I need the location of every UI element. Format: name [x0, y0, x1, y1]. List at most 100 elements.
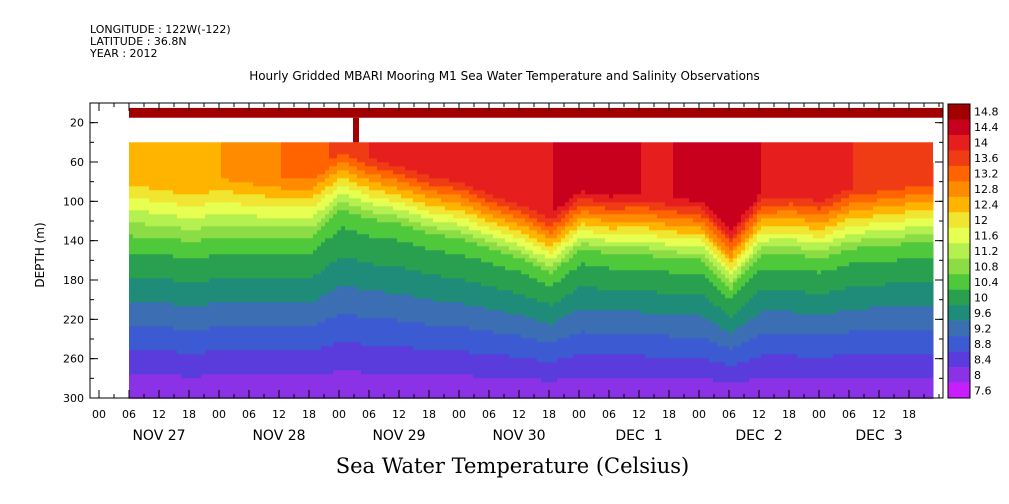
heatmap-cell	[233, 242, 238, 247]
heatmap-cell	[381, 394, 386, 399]
heatmap-cell	[409, 186, 414, 191]
heatmap-cell	[293, 266, 298, 271]
heatmap-cell	[313, 270, 318, 275]
heatmap-cell	[365, 226, 370, 231]
heatmap-cell	[389, 222, 394, 227]
heatmap-cell	[193, 386, 198, 391]
heatmap-cell	[337, 298, 342, 303]
heatmap-cell	[353, 318, 358, 323]
heatmap-cell	[257, 262, 262, 267]
heatmap-cell	[429, 174, 434, 179]
heatmap-cell	[161, 274, 166, 279]
heatmap-cell	[177, 178, 182, 183]
heatmap-cell	[321, 310, 326, 315]
heatmap-cell	[253, 334, 258, 339]
heatmap-cell	[309, 342, 314, 347]
heatmap-cell	[273, 158, 278, 163]
heatmap-cell	[229, 318, 234, 323]
heatmap-cell	[233, 310, 238, 315]
heatmap-cell	[241, 266, 246, 271]
heatmap-cell	[297, 270, 302, 275]
heatmap-cell	[309, 206, 314, 211]
heatmap-cell	[209, 282, 214, 287]
heatmap-cell	[341, 314, 346, 319]
heatmap-cell	[129, 238, 134, 243]
heatmap-cell	[373, 362, 378, 367]
heatmap-cell	[137, 250, 142, 255]
heatmap-cell	[381, 230, 386, 235]
heatmap-cell	[345, 182, 350, 187]
heatmap-cell	[181, 258, 186, 263]
heatmap-cell	[229, 270, 234, 275]
heatmap-cell	[381, 386, 386, 391]
heatmap-cell	[361, 266, 366, 271]
heatmap-cell	[317, 338, 322, 343]
heatmap-cell	[341, 342, 346, 347]
heatmap-cell	[169, 302, 174, 307]
heatmap-cell	[177, 282, 182, 287]
heatmap-cell	[177, 326, 182, 331]
heatmap-cell	[357, 190, 362, 195]
heatmap-cell	[181, 234, 186, 239]
heatmap-cell	[189, 238, 194, 243]
heatmap-cell	[397, 194, 402, 199]
heatmap-cell	[145, 226, 150, 231]
heatmap-cell	[325, 322, 330, 327]
heatmap-cell	[373, 390, 378, 395]
heatmap-cell	[309, 278, 314, 283]
heatmap-cell	[313, 142, 318, 147]
heatmap-cell	[217, 206, 222, 211]
heatmap-cell	[353, 198, 358, 203]
heatmap-cell	[181, 262, 186, 267]
heatmap-cell	[157, 322, 162, 327]
heatmap-cell	[341, 186, 346, 191]
heatmap-cell	[405, 302, 410, 307]
heatmap-cell	[225, 238, 230, 243]
heatmap-cell	[333, 322, 338, 327]
heatmap-cell	[233, 354, 238, 359]
heatmap-cell	[349, 230, 354, 235]
heatmap-cell	[261, 310, 266, 315]
heatmap-cell	[277, 370, 282, 375]
heatmap-cell	[437, 258, 442, 263]
heatmap-cell	[205, 158, 210, 163]
heatmap-cell	[333, 378, 338, 383]
heatmap-cell	[301, 318, 306, 323]
heatmap-cell	[149, 374, 154, 379]
heatmap-cell	[313, 190, 318, 195]
heatmap-cell	[437, 294, 442, 299]
heatmap-cell	[181, 358, 186, 363]
heatmap-cell	[189, 338, 194, 343]
heatmap-cell	[173, 386, 178, 391]
heatmap-cell	[289, 362, 294, 367]
heatmap-cell	[245, 254, 250, 259]
heatmap-cell	[133, 198, 138, 203]
heatmap-cell	[185, 234, 190, 239]
heatmap-cell	[213, 186, 218, 191]
heatmap-cell	[337, 374, 342, 379]
heatmap-cell	[165, 354, 170, 359]
heatmap-cell	[177, 366, 182, 371]
heatmap-cell	[321, 218, 326, 223]
heatmap-cell	[389, 210, 394, 215]
heatmap-cell	[381, 354, 386, 359]
heatmap-cell	[373, 318, 378, 323]
heatmap-cell	[285, 338, 290, 343]
heatmap-cell	[149, 222, 154, 227]
heatmap-cell	[181, 166, 186, 171]
heatmap-cell	[133, 174, 138, 179]
heatmap-cell	[421, 190, 426, 195]
heatmap-cell	[365, 298, 370, 303]
heatmap-cell	[165, 298, 170, 303]
heatmap-cell	[349, 194, 354, 199]
heatmap-cell	[201, 278, 206, 283]
heatmap-cell	[181, 342, 186, 347]
heatmap-cell	[329, 166, 334, 171]
heatmap-cell	[325, 230, 330, 235]
heatmap-cell	[297, 210, 302, 215]
heatmap-cell	[233, 258, 238, 263]
heatmap-cell	[317, 210, 322, 215]
heatmap-cell	[253, 390, 258, 395]
heatmap-cell	[277, 306, 282, 311]
heatmap-cell	[281, 370, 286, 375]
